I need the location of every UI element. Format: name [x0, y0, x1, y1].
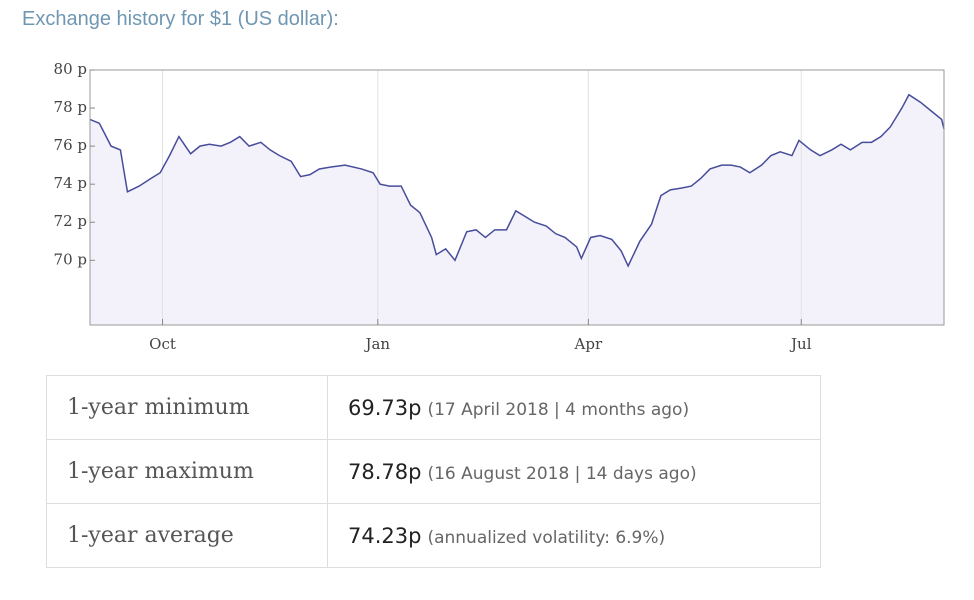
y-tick-label: 78 p — [54, 98, 87, 116]
x-tick-label: Jul — [789, 335, 812, 353]
table-row: 1-year minimum 69.73p (17 April 2018 | 4 m… — [46, 375, 821, 440]
x-tick-label: Apr — [574, 335, 603, 353]
y-tick-label: 72 p — [54, 212, 87, 230]
stat-note: (17 April 2018 | 4 months ago) — [427, 399, 690, 420]
stat-cell: 78.78p (16 August 2018 | 14 days ago) — [327, 439, 821, 504]
y-tick-label: 74 p — [54, 174, 87, 192]
heading: Exchange history for $1 (US dollar): — [22, 8, 339, 30]
x-tick-label: Jan — [363, 335, 390, 353]
stat-value: 69.73p — [348, 395, 422, 420]
table-row: 1-year maximum 78.78p (16 August 2018 | 14… — [46, 439, 821, 504]
stat-label: 1-year average — [46, 503, 328, 568]
stat-label: 1-year maximum — [46, 439, 328, 504]
y-tick-label: 70 p — [54, 250, 87, 268]
stat-cell: 69.73p (17 April 2018 | 4 months ago) — [327, 375, 821, 440]
stat-note: (16 August 2018 | 14 days ago) — [427, 463, 697, 484]
y-tick-label: 80 p — [54, 60, 87, 78]
stat-value: 78.78p — [348, 459, 422, 484]
area-fill — [90, 94, 944, 326]
y-tick-label: 76 p — [54, 136, 87, 154]
chart: 70 p 72 p 74 p 76 p 78 p 80 p Oct Jan Apr Jul — [54, 60, 945, 353]
line — [89, 93, 945, 268]
table-row: 1-year average 74.23p (annualized volatili… — [46, 503, 821, 568]
stat-cell: 74.23p (annualized volatility: 6.9%) — [327, 503, 821, 568]
stats-table: 1-year minimum 69.73p (17 April 2018 | 4 m… — [46, 375, 821, 568]
stat-value: 74.23p — [348, 523, 422, 548]
stat-label: 1-year minimum — [46, 375, 328, 440]
plot-border — [89, 69, 945, 326]
x-tick-label: Oct — [149, 335, 176, 353]
stat-note: (annualized volatility: 6.9%) — [427, 527, 666, 548]
